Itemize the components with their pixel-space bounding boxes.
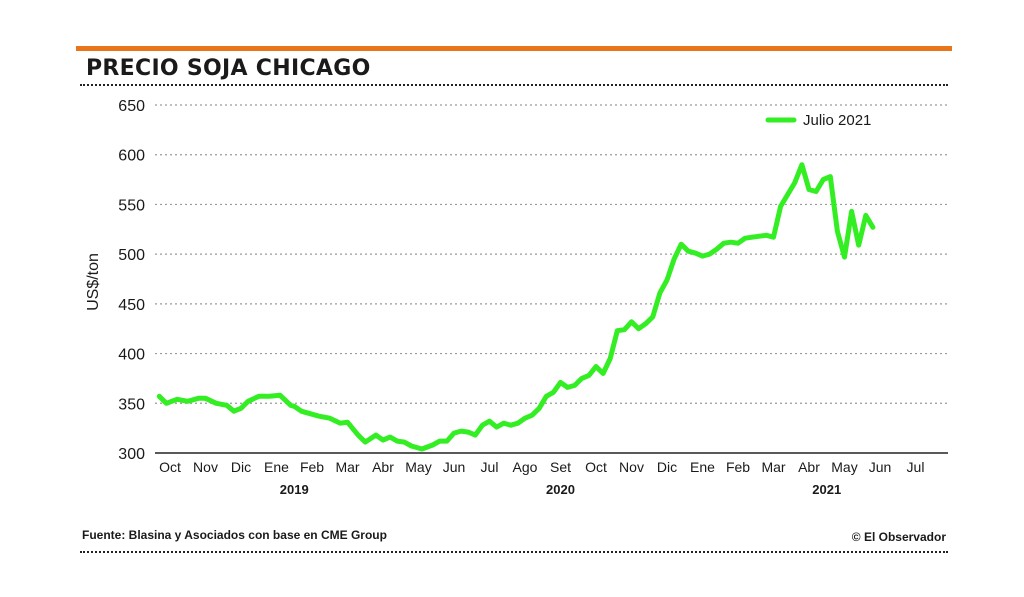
x-tick-label: Jul [481,459,499,475]
x-tick-label: Feb [300,459,324,475]
x-tick-labels: Oct Nov Dic Ene Feb Mar Abr May Jun Jul Ago Set Oct N… [159,459,924,475]
year-labels: 2019 2020 2021 [280,482,841,497]
series-layer [156,162,876,452]
y-tick-label: 450 [118,297,145,314]
year-label: 2020 [546,482,575,497]
series-line [156,162,876,452]
x-tick-label: Ene [690,459,715,475]
x-tick-label: Jun [443,459,466,475]
grid-lines [155,104,948,454]
y-tick-label: 500 [118,247,145,264]
x-tick-label: Nov [193,459,218,475]
x-tick-label: May [831,459,857,475]
x-tick-label: Feb [726,459,750,475]
y-axis-label: US$/ton [85,253,102,311]
x-tick-label: Nov [619,459,644,475]
y-tick-label: 600 [118,148,145,165]
year-label: 2019 [280,482,309,497]
legend: Julio 2021 [765,112,871,129]
x-tick-label: Oct [159,459,181,475]
x-tick-label: Abr [798,459,820,475]
y-tick-labels: 300 350 400 450 500 550 600 650 [118,98,145,463]
x-tick-label: Ago [513,459,538,475]
x-tick-label: Jul [907,459,925,475]
x-tick-label: Abr [372,459,394,475]
credit-note: © El Observador [851,530,946,544]
source-note: Fuente: Blasina y Asociados con base en … [82,528,387,542]
footer-divider [80,551,948,553]
title-divider [80,84,948,86]
chart-title: PRECIO SOJA CHICAGO [86,56,371,81]
x-tick-label: Set [550,459,571,475]
x-tick-label: Jun [869,459,892,475]
x-tick-label: Ene [264,459,289,475]
x-tick-label: Mar [761,459,785,475]
y-tick-label: 550 [118,197,145,214]
top-accent-rule [76,46,952,51]
x-tick-label: Oct [585,459,607,475]
x-tick-label: Dic [231,459,251,475]
y-tick-label: 300 [118,446,145,463]
y-tick-label: 350 [118,396,145,413]
y-tick-label: 400 [118,347,145,364]
x-tick-label: Mar [335,459,359,475]
x-tick-label: Dic [657,459,677,475]
legend-label: Julio 2021 [803,112,871,129]
x-tick-label: May [405,459,431,475]
y-tick-label: 650 [118,98,145,115]
year-label: 2021 [812,482,841,497]
